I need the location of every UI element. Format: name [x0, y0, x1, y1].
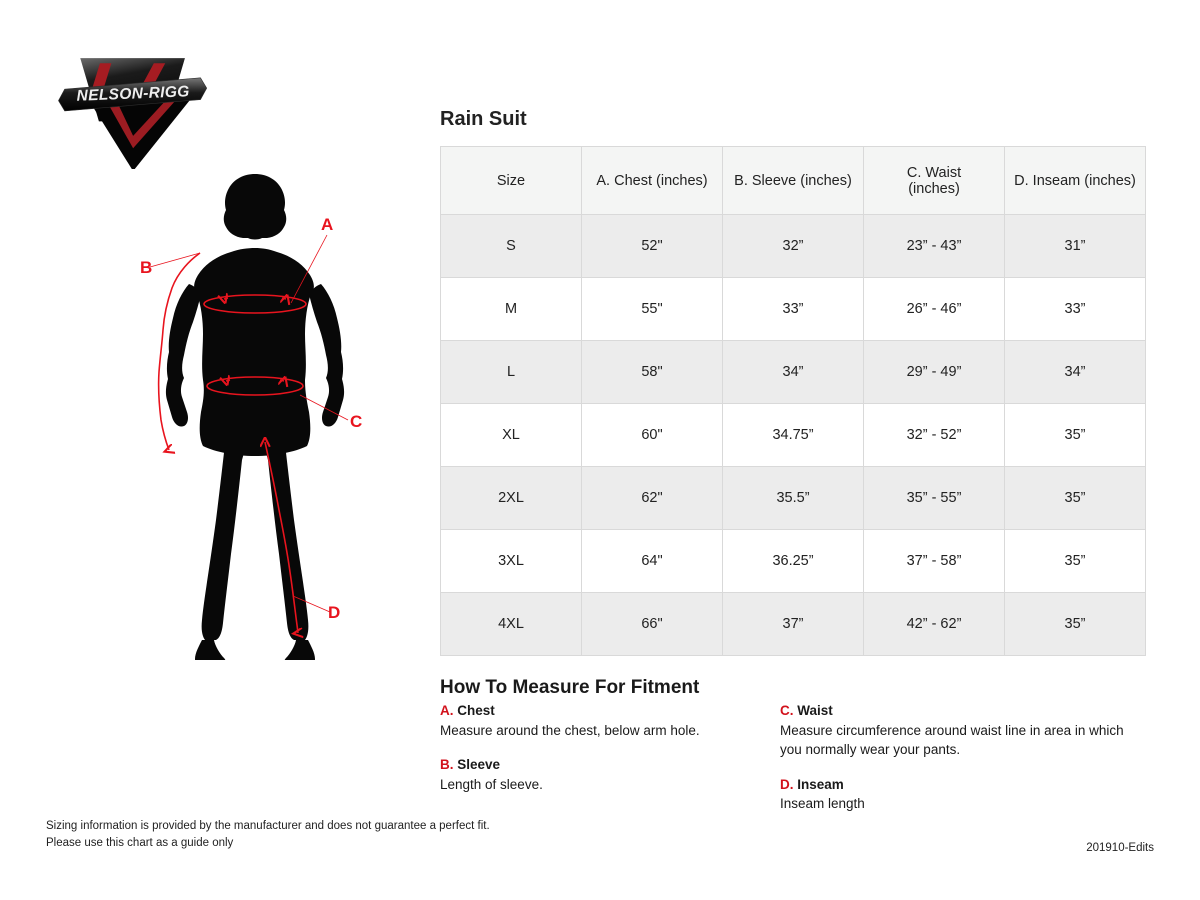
- svg-text:B: B: [140, 258, 152, 277]
